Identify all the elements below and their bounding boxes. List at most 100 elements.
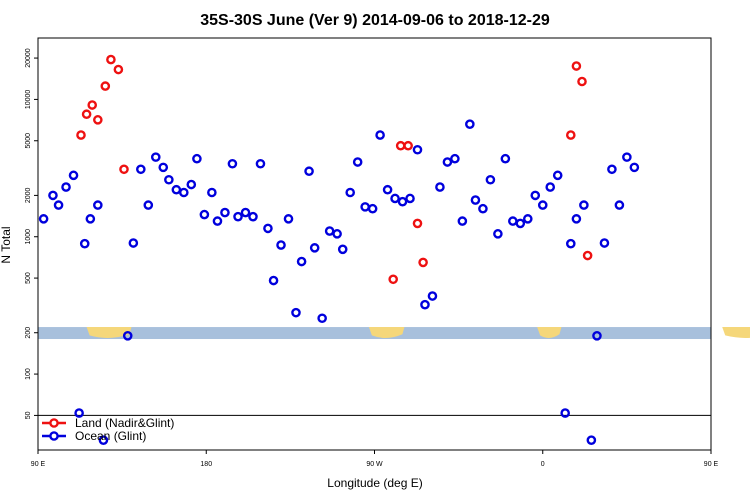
y-tick-label: 50 <box>25 411 32 419</box>
ocean-point <box>48 190 58 201</box>
ocean-point <box>53 200 64 210</box>
ocean-point <box>592 330 602 341</box>
ocean-point <box>500 153 511 164</box>
ocean-point <box>337 244 348 255</box>
ocean-point <box>545 182 556 192</box>
x-tick-label: 0 <box>541 461 545 468</box>
legend-swatch-marker <box>49 418 59 428</box>
y-tick-label: 10000 <box>25 90 32 110</box>
ocean-point <box>420 299 430 310</box>
ocean-point <box>93 200 103 210</box>
data-points <box>38 54 640 446</box>
ocean-point <box>164 174 174 185</box>
land-point <box>87 100 98 110</box>
ocean-point <box>317 313 327 324</box>
land-point <box>395 140 406 151</box>
ocean-point <box>186 179 197 190</box>
ocean-point <box>227 158 238 169</box>
ocean-point <box>457 216 468 226</box>
ocean-point <box>412 144 423 155</box>
ocean-point <box>478 203 488 214</box>
ocean-point <box>405 193 415 204</box>
ocean-point <box>158 162 169 173</box>
ocean-point <box>233 211 243 222</box>
ocean-point <box>240 207 251 218</box>
ocean-point <box>360 202 370 212</box>
ocean-point <box>537 200 548 210</box>
land-point <box>113 64 124 75</box>
ocean-point <box>442 157 453 167</box>
plot-frame <box>37 37 712 451</box>
ocean-point <box>199 209 210 220</box>
ocean-point <box>38 214 49 224</box>
land-point <box>76 130 86 140</box>
chart-title: 35S-30S June (Ver 9) 2014-09-06 to 2018-… <box>200 12 550 29</box>
ocean-point <box>565 238 576 249</box>
y-tick-label: 100 <box>25 368 32 380</box>
y-tick-label: 2000 <box>25 188 32 204</box>
ocean-point <box>560 408 570 418</box>
ocean-point <box>614 200 625 210</box>
y-axis-label: N Total <box>0 226 13 263</box>
ocean-point <box>128 238 139 248</box>
ocean-point <box>171 184 182 195</box>
ocean-point <box>122 330 133 341</box>
ocean-point <box>332 229 342 239</box>
y-tick-label: 500 <box>25 272 32 284</box>
ocean-point <box>450 153 460 164</box>
ocean-point <box>207 187 217 198</box>
land-patch <box>86 327 132 338</box>
land-ocean-strip <box>38 327 750 340</box>
ocean-point <box>579 200 589 210</box>
legend: Land (Nadir&Glint)Ocean (Glint) <box>42 416 174 443</box>
legend-label: Ocean (Glint) <box>75 429 146 443</box>
land-point <box>577 76 587 87</box>
ocean-point <box>435 182 445 192</box>
ocean-point <box>212 216 223 226</box>
x-axis-label: Longitude (deg E) <box>327 476 422 490</box>
ocean-point <box>296 256 307 267</box>
x-tick-label: 90 E <box>704 461 719 468</box>
ocean-point <box>255 158 266 169</box>
ocean-point <box>382 184 393 195</box>
ocean-point <box>291 307 301 318</box>
ocean-point <box>493 229 503 239</box>
ocean-point <box>179 187 189 198</box>
y-tick-label: 200 <box>25 327 32 339</box>
ocean-point <box>599 238 610 248</box>
y-tick-label: 1000 <box>25 229 32 245</box>
land-point <box>93 115 103 125</box>
ocean-point <box>390 193 400 204</box>
land-point <box>565 130 576 140</box>
ocean-point <box>309 243 320 253</box>
land-point <box>119 164 129 175</box>
land-point <box>418 257 428 268</box>
ocean-point <box>427 291 438 301</box>
ocean-point <box>367 203 378 214</box>
ocean-point <box>586 435 597 446</box>
ocean-point <box>485 174 496 185</box>
land-point <box>582 250 593 261</box>
ocean-point <box>85 214 96 224</box>
ocean-point <box>61 182 71 192</box>
land-point <box>81 109 92 120</box>
ocean-point <box>508 216 518 226</box>
y-tick-label: 20000 <box>25 48 32 68</box>
ocean-point <box>283 214 294 224</box>
land-point <box>100 81 111 91</box>
ocean-point <box>530 190 541 201</box>
land-point <box>106 54 116 65</box>
land-patch <box>722 327 750 338</box>
ocean-point <box>136 164 146 175</box>
ocean-point <box>522 214 533 224</box>
ocean-point <box>192 153 202 164</box>
ocean-point <box>515 218 526 229</box>
ocean-point <box>98 435 109 446</box>
legend-swatch-marker <box>49 431 59 441</box>
ocean-point <box>552 170 563 181</box>
ocean-point <box>268 275 279 286</box>
ocean-point <box>470 195 481 205</box>
ocean-point <box>629 162 640 173</box>
land-point <box>388 274 398 285</box>
